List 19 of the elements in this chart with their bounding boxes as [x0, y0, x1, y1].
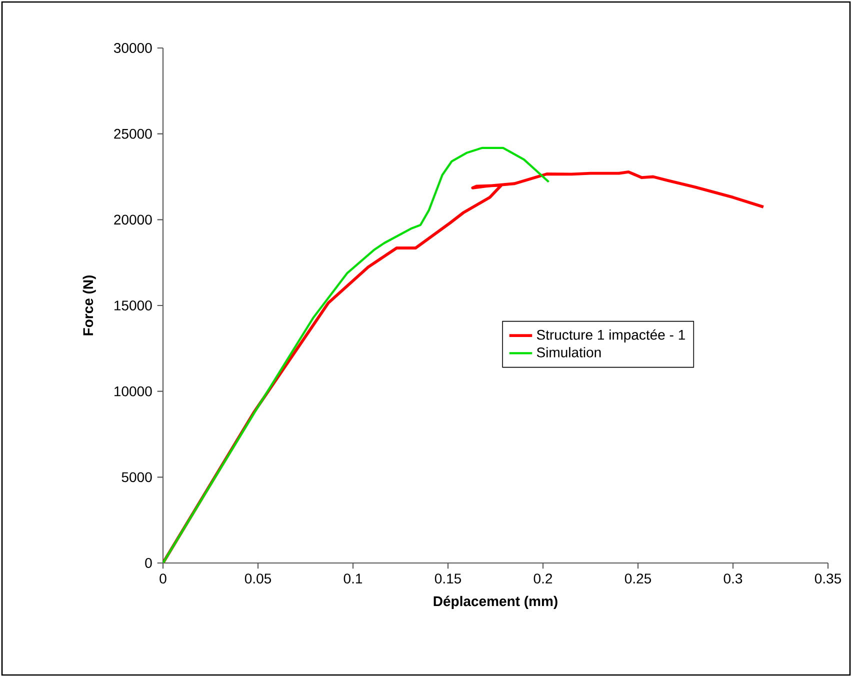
x-tick-label: 0.1 [344, 574, 362, 584]
x-tick-label: 0 [160, 574, 166, 584]
legend-label: Structure 1 impactée - 1 [536, 329, 685, 343]
y-tick-label: 10000 [114, 386, 152, 396]
y-tick-label: 15000 [114, 300, 152, 310]
x-tick-label: 0.3 [724, 574, 742, 584]
x-tick-label: 0.25 [624, 574, 652, 584]
y-axis-title: Force (N) [82, 275, 96, 336]
x-axis-title: Déplacement (mm) [434, 596, 558, 609]
x-tick-label: 0.2 [534, 574, 552, 584]
y-tick-label: 20000 [114, 214, 152, 225]
y-tick-label: 0 [145, 558, 152, 568]
y-tick-label: 30000 [114, 43, 152, 53]
legend-label: Simulation [536, 347, 601, 358]
y-tick-label: 5000 [122, 472, 152, 482]
x-tick-label: 0.05 [244, 574, 272, 584]
y-tick-label: 25000 [114, 128, 152, 139]
x-tick-label: 0.35 [814, 574, 842, 584]
x-tick-label: 0.15 [434, 574, 462, 584]
